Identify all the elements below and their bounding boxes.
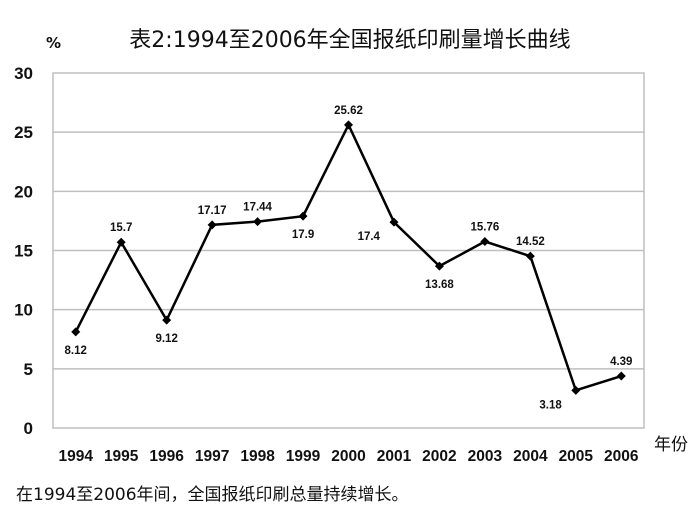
diamond-marker <box>71 327 81 337</box>
x-tick-label: 1999 <box>286 448 321 465</box>
x-axis-unit: 年份 <box>654 435 688 455</box>
x-tick-label: 2004 <box>513 448 548 465</box>
data-label: 8.12 <box>65 345 87 357</box>
y-tick-label: 10 <box>14 301 33 320</box>
data-line <box>74 121 622 392</box>
x-tick-label: 2003 <box>468 448 503 465</box>
data-label: 17.17 <box>198 205 227 217</box>
diamond-marker <box>434 261 444 271</box>
x-tick-label: 1994 <box>58 448 93 465</box>
data-label: 14.52 <box>516 236 545 248</box>
y-tick-label: 5 <box>24 360 33 379</box>
data-label: 17.9 <box>292 229 314 241</box>
diamond-marker <box>480 237 490 247</box>
diamond-marker <box>571 385 581 395</box>
diamond-marker <box>162 315 172 325</box>
y-tick-label: 25 <box>14 123 33 142</box>
data-label: 17.44 <box>243 202 272 214</box>
data-label: 15.7 <box>110 222 132 234</box>
x-tick-label: 1997 <box>195 448 229 465</box>
x-tick-label: 2000 <box>331 448 365 465</box>
y-tick-label: 30 <box>14 64 33 83</box>
data-label: 13.68 <box>425 279 454 291</box>
x-tick-label: 2001 <box>377 448 412 465</box>
x-tick-label: 1996 <box>149 448 184 465</box>
data-label: 17.4 <box>358 231 381 243</box>
diamond-marker <box>389 217 399 227</box>
data-label: 4.39 <box>610 356 632 368</box>
x-tick-label: 1998 <box>240 448 275 465</box>
y-tick-label: 15 <box>14 242 33 261</box>
diamond-marker <box>344 120 353 130</box>
data-label: 9.12 <box>155 333 177 345</box>
x-tick-label: 2005 <box>559 448 594 465</box>
diamond-marker <box>616 371 626 381</box>
y-tick-label: 0 <box>24 419 33 438</box>
data-label: 25.62 <box>334 105 363 117</box>
diamond-marker <box>116 237 126 247</box>
diamond-marker <box>207 220 217 230</box>
caption-text: 在1994至2006年间，全国报纸印刷总量持续增长。 <box>16 485 409 505</box>
x-tick-label: 1995 <box>104 448 139 465</box>
y-axis-unit: % <box>46 34 62 52</box>
diamond-marker <box>298 211 308 221</box>
x-tick-label: 2002 <box>422 448 456 465</box>
chart-title: 表2:1994至2006年全国报纸印刷量增长曲线 <box>129 28 571 53</box>
y-tick-label: 20 <box>14 182 33 201</box>
diamond-marker <box>525 251 535 261</box>
data-label: 15.76 <box>470 222 499 234</box>
x-tick-label: 2006 <box>604 448 639 465</box>
data-label: 3.18 <box>539 399 562 411</box>
diamond-marker <box>253 217 263 227</box>
